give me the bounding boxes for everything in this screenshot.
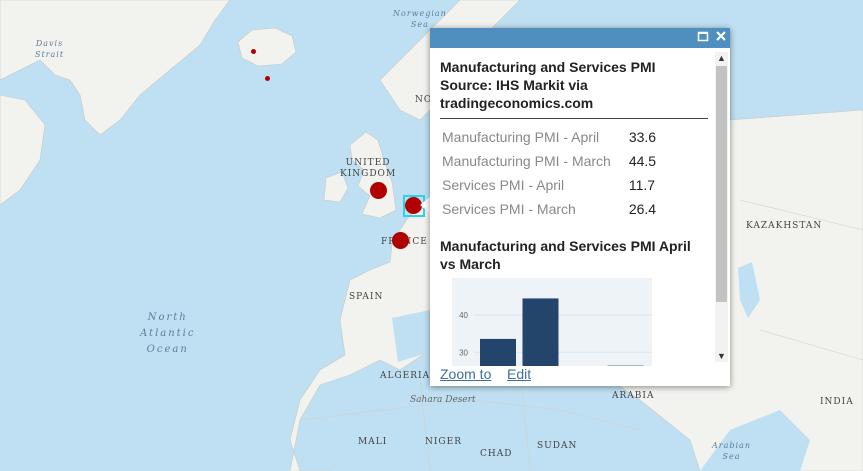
attribute-name: Manufacturing PMI - March <box>442 153 611 169</box>
scroll-down-icon[interactable]: ▼ <box>717 351 726 361</box>
attribute-name: Services PMI - March <box>442 201 576 217</box>
edit-link[interactable]: Edit <box>507 366 532 382</box>
attribute-value: 26.4 <box>628 201 657 217</box>
popup-title: Manufacturing and Services PMI Source: I… <box>440 58 708 119</box>
maximize-icon[interactable] <box>696 30 710 44</box>
iceland-marker-2[interactable] <box>265 76 270 81</box>
scroll-up-icon[interactable]: ▲ <box>717 53 726 63</box>
iceland-marker-1[interactable] <box>251 49 256 54</box>
map-label-norwegian-sea: Norwegian Sea <box>393 9 447 29</box>
popup-actions: Zoom to Edit <box>430 366 730 386</box>
popup-scrollbar[interactable]: ▲ ▼ <box>715 52 728 362</box>
attribute-row: Manufacturing PMI - April 33.6 <box>440 125 658 149</box>
arabian-sea <box>700 410 810 471</box>
chart-bar[interactable] <box>522 298 559 366</box>
baffin-landmass <box>0 94 46 206</box>
netherlands-marker[interactable] <box>405 197 422 214</box>
chart-title: Manufacturing and Services PMI April vs … <box>440 238 691 272</box>
close-icon[interactable] <box>714 30 728 44</box>
map-label-algeria: ALGERIA <box>380 371 431 381</box>
iceland-landmass <box>237 27 297 67</box>
map-label-sahara: Sahara Desert <box>410 395 476 405</box>
greenland-landmass <box>0 0 231 136</box>
zoom-to-link[interactable]: Zoom to <box>440 366 492 382</box>
chart-ytick-label: 30 <box>459 348 468 357</box>
attribute-row: Services PMI - March 26.4 <box>440 197 658 221</box>
attribute-value: 11.7 <box>628 177 656 193</box>
map-label-chad: CHAD <box>480 449 513 459</box>
ireland-landmass <box>323 171 349 203</box>
chart-ytick-label: 40 <box>459 311 468 320</box>
map-label-north-atlantic: North Atlantic Ocean <box>140 312 196 355</box>
attribute-table: Manufacturing PMI - April 33.6 Manufactu… <box>440 125 658 221</box>
map-label-india: INDIA <box>820 397 854 407</box>
attribute-name: Services PMI - April <box>442 177 565 193</box>
map-label-kazakhstan: KAZAKHSTAN <box>746 221 823 231</box>
feature-popup: Manufacturing and Services PMI Source: I… <box>430 28 730 386</box>
map-label-arabia: ARABIA <box>612 391 655 401</box>
attribute-name: Manufacturing PMI - April <box>442 129 600 145</box>
pmi-bar-chart[interactable]: 203040 <box>452 278 652 366</box>
popup-content: Manufacturing and Services PMI Source: I… <box>430 48 720 366</box>
map-label-arabian-sea: Arabian Sea <box>712 441 751 461</box>
attribute-value: 33.6 <box>628 129 657 145</box>
attribute-value: 44.5 <box>628 153 657 169</box>
map-label-davis-strait: Davis Strait <box>35 39 65 59</box>
map-label-sudan: SUDAN <box>537 441 578 451</box>
attribute-row: Services PMI - April 11.7 <box>440 173 658 197</box>
map-label-niger: NIGER <box>425 437 462 447</box>
uk-marker[interactable] <box>370 182 387 199</box>
popup-pointer <box>420 196 431 214</box>
map-label-uk: UNITED KINGDOM <box>340 158 397 179</box>
france-marker[interactable] <box>392 232 409 249</box>
map-label-mali: MALI <box>358 437 388 447</box>
chart-bar[interactable] <box>480 338 516 366</box>
attribute-row: Manufacturing PMI - March 44.5 <box>440 149 658 173</box>
popup-header <box>430 28 730 48</box>
red-sea <box>615 380 652 440</box>
map-label-spain: SPAIN <box>349 292 384 302</box>
scroll-thumb[interactable] <box>716 66 727 302</box>
map-label-norway: NO <box>415 95 433 105</box>
caspian-sea <box>738 262 760 318</box>
